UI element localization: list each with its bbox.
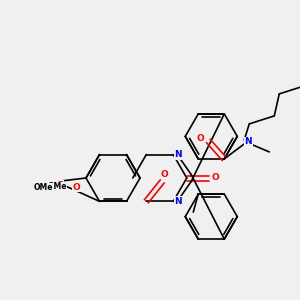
Text: N: N [175, 197, 182, 206]
Text: O: O [73, 183, 80, 192]
Text: N: N [175, 150, 182, 159]
Text: OMe: OMe [47, 182, 67, 191]
Text: O: O [160, 170, 168, 179]
Text: OMe: OMe [34, 184, 53, 193]
Text: N: N [244, 137, 252, 146]
Text: O: O [196, 134, 204, 143]
Text: O: O [56, 181, 64, 190]
Text: O: O [212, 173, 220, 182]
